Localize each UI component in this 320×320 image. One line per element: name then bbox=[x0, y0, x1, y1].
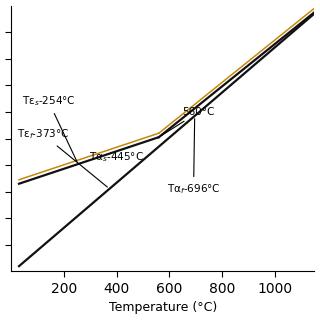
Text: Tε$_s$-254°C: Tε$_s$-254°C bbox=[22, 94, 77, 162]
Text: Tε$_f$-373°C: Tε$_f$-373°C bbox=[17, 128, 107, 187]
X-axis label: Temperature (°C): Temperature (°C) bbox=[109, 301, 217, 315]
Text: Tα$_f$-696°C: Tα$_f$-696°C bbox=[167, 119, 220, 196]
Text: 560°C: 560°C bbox=[161, 107, 215, 136]
Text: Tα$_s$-445°C: Tα$_s$-445°C bbox=[89, 147, 144, 164]
